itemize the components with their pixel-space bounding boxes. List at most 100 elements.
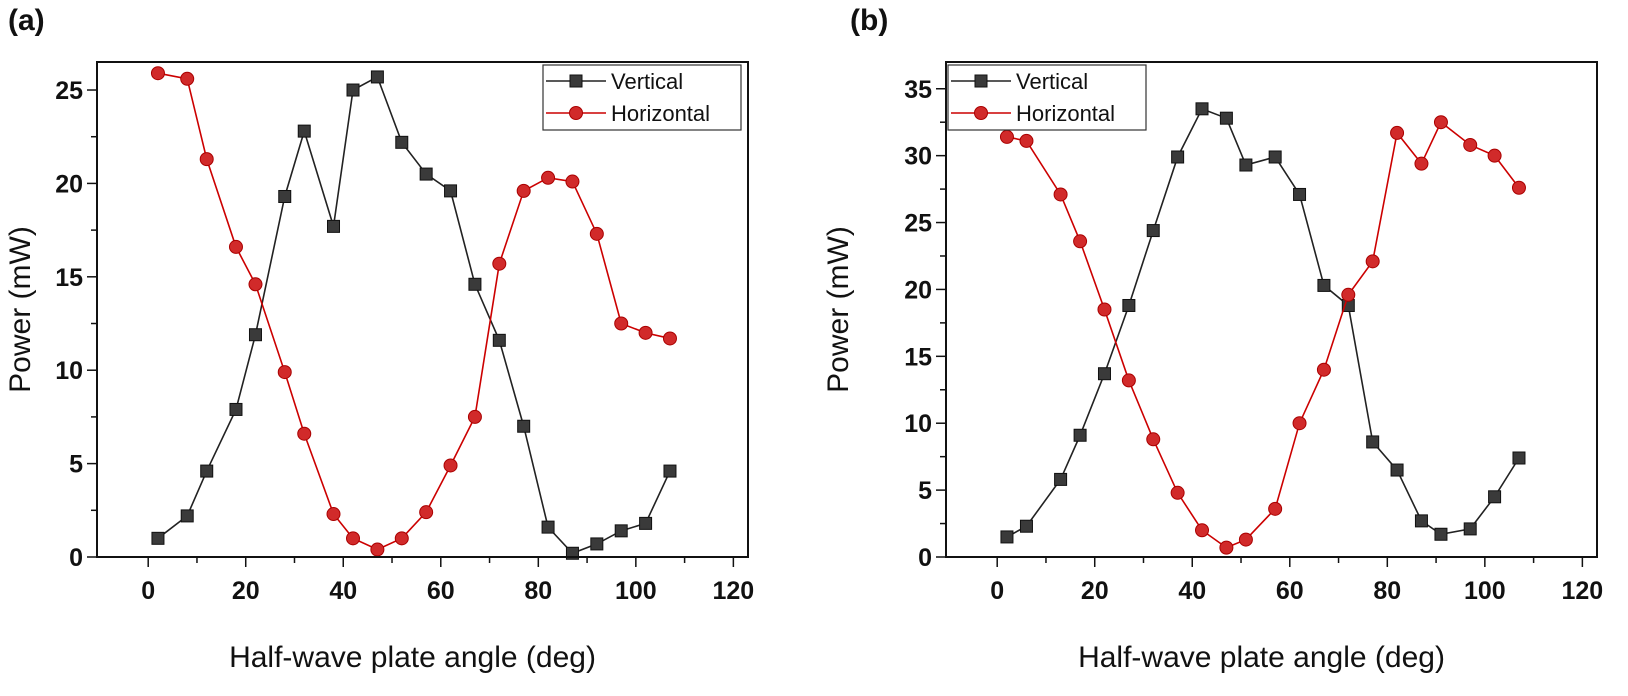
data-point	[1239, 158, 1253, 172]
legend-label: Horizontal	[1016, 101, 1115, 126]
data-point	[394, 531, 409, 546]
series-line	[1006, 120, 1520, 549]
x-tick-label: 40	[329, 577, 357, 605]
data-point	[1195, 102, 1209, 116]
y-tick-label: 15	[55, 264, 83, 292]
data-point	[1365, 254, 1380, 269]
data-point	[1238, 532, 1253, 547]
panel-label: (a)	[8, 4, 45, 37]
data-point	[419, 505, 434, 520]
data-point	[1414, 156, 1429, 171]
series-line	[1006, 107, 1520, 538]
y-tick-label: 25	[55, 77, 83, 105]
y-tick-label: 0	[69, 544, 83, 572]
data-point	[1171, 150, 1185, 164]
y-tick-label: 5	[69, 451, 83, 479]
data-point	[1097, 367, 1111, 381]
series-line	[157, 75, 671, 555]
legend-label: Vertical	[1016, 69, 1088, 94]
data-point	[327, 219, 341, 233]
data-point	[565, 174, 580, 189]
data-point	[614, 524, 628, 538]
data-point	[370, 70, 384, 84]
data-point	[151, 531, 165, 545]
x-tick-label: 120	[1562, 577, 1604, 605]
data-point	[395, 135, 409, 149]
data-point	[1268, 150, 1282, 164]
data-point	[1512, 451, 1526, 465]
x-tick-label: 80	[1373, 577, 1401, 605]
data-point	[467, 409, 482, 424]
plot-frame	[96, 61, 749, 558]
data-point	[444, 184, 458, 198]
chart-panel-a: (a) 0 20 40 60 80 100 120 0 5 10 15 20 25 Half-wave pl…	[4, 4, 754, 674]
data-point	[1511, 180, 1526, 195]
data-point	[1054, 472, 1068, 486]
data-point	[1170, 485, 1185, 500]
data-point	[614, 316, 629, 331]
legend-marker-circle	[974, 106, 988, 120]
data-point	[228, 239, 243, 254]
data-point	[662, 331, 677, 346]
x-tick-label: 100	[1464, 577, 1506, 605]
data-point	[1414, 514, 1428, 528]
data-point	[1121, 373, 1136, 388]
data-point	[278, 189, 292, 203]
x-tick-label: 20	[1081, 577, 1109, 605]
data-point	[443, 458, 458, 473]
data-point	[1341, 287, 1356, 302]
data-point	[326, 507, 341, 522]
series-vertical	[151, 70, 677, 560]
data-point	[1053, 187, 1068, 202]
y-axis-label: Power (mW)	[4, 226, 37, 393]
y-tick-label: 10	[55, 357, 83, 385]
data-point	[1268, 501, 1283, 516]
chart-panel-b: (b) 0 20 40 60 80 100 120 0 5 10 15 20 25 30 35 Half-wav…	[822, 4, 1603, 674]
plot-frame	[945, 61, 1598, 558]
data-point	[663, 464, 677, 478]
data-point	[180, 509, 194, 523]
series-line	[157, 72, 671, 551]
data-point	[297, 124, 311, 138]
data-point	[1390, 463, 1404, 477]
legend-label: Vertical	[611, 69, 683, 94]
data-point	[1000, 530, 1014, 544]
x-tick-label: 0	[990, 577, 1004, 605]
data-point	[1219, 111, 1233, 125]
data-point	[419, 167, 433, 181]
legend: Vertical Horizontal	[947, 64, 1147, 131]
data-point	[1433, 115, 1448, 130]
data-point	[1019, 133, 1034, 148]
y-tick-label: 20	[55, 170, 83, 198]
data-point	[1019, 519, 1033, 533]
y-tick-label: 10	[904, 410, 932, 438]
legend-marker-square	[569, 74, 583, 88]
series-horizontal	[999, 115, 1526, 555]
x-axis-label: Half-wave plate angle (deg)	[1078, 641, 1445, 674]
data-point	[248, 277, 263, 292]
data-point	[1219, 540, 1234, 555]
data-point	[1317, 278, 1331, 292]
data-point	[1488, 490, 1502, 504]
data-point	[370, 542, 385, 557]
y-axis-label: Power (mW)	[822, 226, 855, 393]
data-point	[639, 516, 653, 530]
data-point	[999, 129, 1014, 144]
data-point	[1195, 523, 1210, 538]
data-point	[590, 537, 604, 551]
data-point	[180, 71, 195, 86]
data-point	[638, 325, 653, 340]
data-point	[1122, 298, 1136, 312]
x-tick-label: 40	[1178, 577, 1206, 605]
data-point	[541, 170, 556, 185]
data-point	[1073, 428, 1087, 442]
legend-label: Horizontal	[611, 101, 710, 126]
data-point	[1434, 527, 1448, 541]
y-tick-label: 35	[904, 76, 932, 104]
data-point	[1097, 302, 1112, 317]
y-tick-label: 15	[904, 343, 932, 371]
x-axis-label: Half-wave plate angle (deg)	[229, 641, 596, 674]
data-point	[1292, 416, 1307, 431]
data-point	[492, 333, 506, 347]
